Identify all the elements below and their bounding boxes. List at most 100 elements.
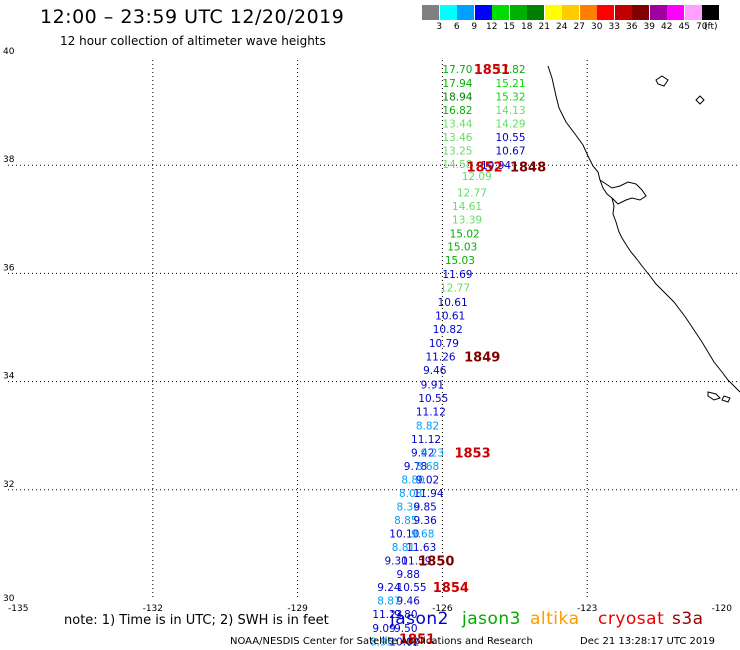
wave-height-label: 9.09 (372, 623, 395, 635)
lat-tick-label: 36 (3, 263, 15, 273)
lat-tick-label: 38 (3, 155, 15, 165)
lat-tick-label: 32 (3, 480, 14, 490)
scale-swatch (439, 5, 457, 20)
scale-label: 70 (696, 22, 708, 32)
wave-height-label: 11.94 (413, 488, 443, 500)
wave-height-label: 12.09 (462, 171, 492, 183)
wave-height-label: 17.70 (442, 64, 472, 76)
wave-height-label: 13.25 (442, 146, 472, 158)
satellite-legend-cryosat: cryosat (598, 609, 665, 629)
wave-height-label: 8.08 (399, 488, 422, 500)
wave-height-label: 14.58 (442, 159, 472, 171)
wave-height-label: 15.03 (447, 241, 477, 253)
satellite-legend-jason2: jason2 (390, 609, 449, 629)
wave-height-label: 13.44 (442, 119, 472, 131)
scale-unit: (ft) (704, 22, 718, 32)
scale-swatch (579, 5, 597, 20)
pass-time-label: 1854 (433, 581, 469, 596)
pass-time-label: 1850 (418, 555, 454, 570)
pass-time-label: 1851 (399, 633, 435, 648)
wave-height-label: 14.61 (452, 201, 482, 213)
lon-tick-label: -123 (577, 604, 597, 614)
lat-tick-label: 34 (3, 372, 15, 382)
scale-label: 18 (521, 22, 533, 32)
wave-height-label: 8.87 (377, 596, 400, 608)
scale-swatch (492, 5, 509, 20)
wave-height-label: 10.79 (429, 338, 459, 350)
scale-label: 30 (591, 22, 603, 32)
channel-islands (707, 391, 731, 403)
wave-height-label: 14.13 (495, 105, 525, 117)
wave-height-label: 10.67 (495, 146, 525, 158)
scale-swatch (702, 5, 719, 20)
wave-height-label: 9.46 (423, 365, 447, 377)
scale-label: 12 (486, 22, 498, 32)
wave-height-label: 8.95 (370, 636, 393, 648)
wave-height-label: 8.36 (397, 502, 421, 514)
scale-swatch (457, 5, 474, 20)
satellite-legend-altika: altika (530, 609, 580, 629)
wave-height-label: 9.30 (384, 556, 407, 568)
scale-label: 21 (538, 22, 550, 32)
scale-label: 15 (503, 22, 515, 32)
california-coastline (547, 65, 740, 393)
wave-height-label: 10.61 (435, 311, 465, 323)
pass-time-labels: 1851 1852 1848 1849 1853 1850 1854 1851 (399, 63, 546, 648)
lat-lon-grid: -135 -132 -129 -126 -123 -120 40 38 36 34 32 30 (3, 47, 740, 614)
footer-timestamp: Dec 21 13:28:17 UTC 2019 (580, 636, 715, 647)
wave-height-label: 8.82 (416, 420, 439, 432)
wave-height-label: 9.91 (421, 379, 444, 391)
wave-height-label: 17.82 (495, 64, 525, 76)
wave-height-label: 10.55 (397, 582, 427, 594)
wave-height-label: 9.88 (397, 569, 420, 581)
wave-height-label: 18.94 (442, 91, 472, 103)
wave-height-label: 9.78 (404, 461, 427, 473)
pass-time-label: 1853 (454, 446, 490, 461)
scale-swatch (632, 5, 649, 20)
wave-height-label: 9.50 (394, 623, 417, 635)
pass-time-label: 1848 (510, 160, 546, 175)
wave-height-label: 10.02 (389, 636, 419, 648)
wave-height-label: 11.12 (411, 434, 441, 446)
pass-time-label: 1849 (464, 351, 500, 366)
wave-height-label: 8.68 (416, 461, 439, 473)
scale-swatch (544, 5, 562, 20)
scale-swatch (422, 5, 439, 20)
scale-swatch (597, 5, 614, 20)
wave-height-label: 9.42 (411, 447, 434, 459)
scale-label: 9 (471, 22, 478, 32)
lon-tick-label: -126 (432, 604, 453, 614)
wave-height-label: 16.82 (442, 105, 472, 117)
satellite-legend-jason3: jason3 (462, 609, 521, 629)
footer-credit: NOAA/NESDIS Center for Satellite Applica… (230, 636, 533, 647)
scale-swatch (649, 5, 667, 20)
lon-tick-label: -135 (8, 604, 28, 614)
scale-label: 36 (626, 22, 638, 32)
scale-label: 33 (608, 22, 620, 32)
wave-height-label: 9.68 (411, 529, 434, 541)
footnote: note: 1) Time is in UTC; 2) SWH is in fe… (64, 613, 329, 628)
map-subtitle: 12 hour collection of altimeter wave hei… (60, 34, 326, 48)
wave-height-label: 10.55 (418, 393, 448, 405)
scale-label: 27 (573, 22, 585, 32)
scale-swatch (684, 5, 702, 20)
scale-swatch (474, 5, 492, 20)
wave-height-label: 14.29 (495, 119, 525, 131)
wave-height-label: 8.81 (392, 542, 415, 554)
wave-height-label: 12.77 (457, 187, 487, 199)
wave-height-label: 9.02 (416, 475, 439, 487)
wave-height-label: 10.61 (438, 297, 468, 309)
satellite-legend-s3a: s3a (672, 609, 704, 629)
lat-tick-label: 40 (3, 47, 15, 57)
wave-height-label: 17.94 (442, 78, 472, 90)
wave-height-label: 13.46 (442, 132, 472, 144)
scale-label: 39 (643, 22, 655, 32)
scale-label: 42 (661, 22, 673, 32)
pass-time-label: 1851 (474, 63, 510, 78)
wave-height-label: 15.03 (445, 255, 475, 267)
pass-time-label: 1852 (467, 160, 503, 175)
map-title: 12:00 – 23:59 UTC 12/20/2019 (40, 6, 345, 28)
scale-swatch (509, 5, 527, 20)
wave-height-label: 10.10 (389, 529, 419, 541)
scale-label: 24 (556, 22, 568, 32)
